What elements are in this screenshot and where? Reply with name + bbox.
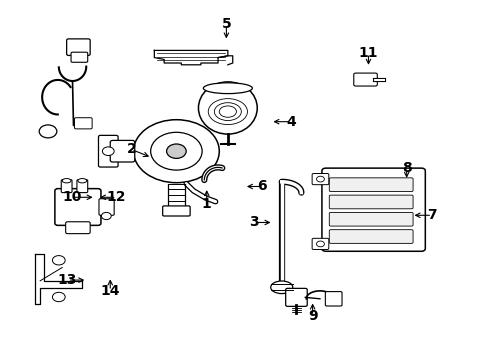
FancyBboxPatch shape bbox=[55, 189, 101, 225]
FancyBboxPatch shape bbox=[74, 118, 92, 129]
Polygon shape bbox=[154, 50, 228, 65]
Text: 7: 7 bbox=[427, 208, 437, 222]
FancyBboxPatch shape bbox=[99, 199, 114, 215]
Ellipse shape bbox=[133, 120, 219, 183]
FancyBboxPatch shape bbox=[71, 52, 88, 62]
Text: 11: 11 bbox=[359, 46, 378, 60]
FancyBboxPatch shape bbox=[329, 230, 413, 243]
FancyBboxPatch shape bbox=[66, 222, 90, 234]
FancyBboxPatch shape bbox=[61, 180, 72, 193]
Circle shape bbox=[39, 125, 57, 138]
Text: 6: 6 bbox=[257, 180, 267, 193]
Ellipse shape bbox=[270, 281, 293, 294]
Text: 1: 1 bbox=[202, 198, 212, 211]
FancyBboxPatch shape bbox=[77, 180, 88, 193]
Text: 4: 4 bbox=[287, 115, 296, 129]
Ellipse shape bbox=[151, 132, 202, 170]
Polygon shape bbox=[35, 254, 82, 304]
FancyBboxPatch shape bbox=[354, 73, 377, 86]
Text: 10: 10 bbox=[63, 190, 82, 204]
Ellipse shape bbox=[198, 82, 257, 134]
FancyBboxPatch shape bbox=[110, 140, 135, 162]
Ellipse shape bbox=[203, 83, 252, 94]
FancyBboxPatch shape bbox=[329, 212, 413, 226]
Circle shape bbox=[52, 292, 65, 302]
FancyBboxPatch shape bbox=[322, 168, 425, 251]
FancyBboxPatch shape bbox=[67, 39, 90, 55]
Circle shape bbox=[317, 176, 324, 182]
Text: 9: 9 bbox=[308, 309, 318, 323]
FancyBboxPatch shape bbox=[286, 288, 307, 306]
FancyBboxPatch shape bbox=[98, 135, 118, 167]
Circle shape bbox=[317, 241, 324, 247]
Text: 13: 13 bbox=[58, 273, 77, 287]
Circle shape bbox=[52, 256, 65, 265]
Text: 3: 3 bbox=[249, 216, 259, 229]
Text: 2: 2 bbox=[126, 143, 136, 156]
Text: 8: 8 bbox=[402, 162, 412, 175]
FancyBboxPatch shape bbox=[329, 195, 413, 209]
Ellipse shape bbox=[78, 179, 87, 183]
Text: 5: 5 bbox=[221, 18, 231, 31]
Circle shape bbox=[101, 212, 111, 220]
FancyBboxPatch shape bbox=[325, 292, 342, 306]
FancyBboxPatch shape bbox=[312, 238, 329, 249]
FancyBboxPatch shape bbox=[329, 178, 413, 192]
FancyBboxPatch shape bbox=[163, 206, 190, 216]
FancyBboxPatch shape bbox=[312, 174, 329, 185]
Text: 14: 14 bbox=[100, 284, 120, 298]
Ellipse shape bbox=[167, 144, 186, 158]
Text: 12: 12 bbox=[107, 190, 126, 204]
Ellipse shape bbox=[62, 179, 71, 183]
Circle shape bbox=[102, 147, 114, 156]
